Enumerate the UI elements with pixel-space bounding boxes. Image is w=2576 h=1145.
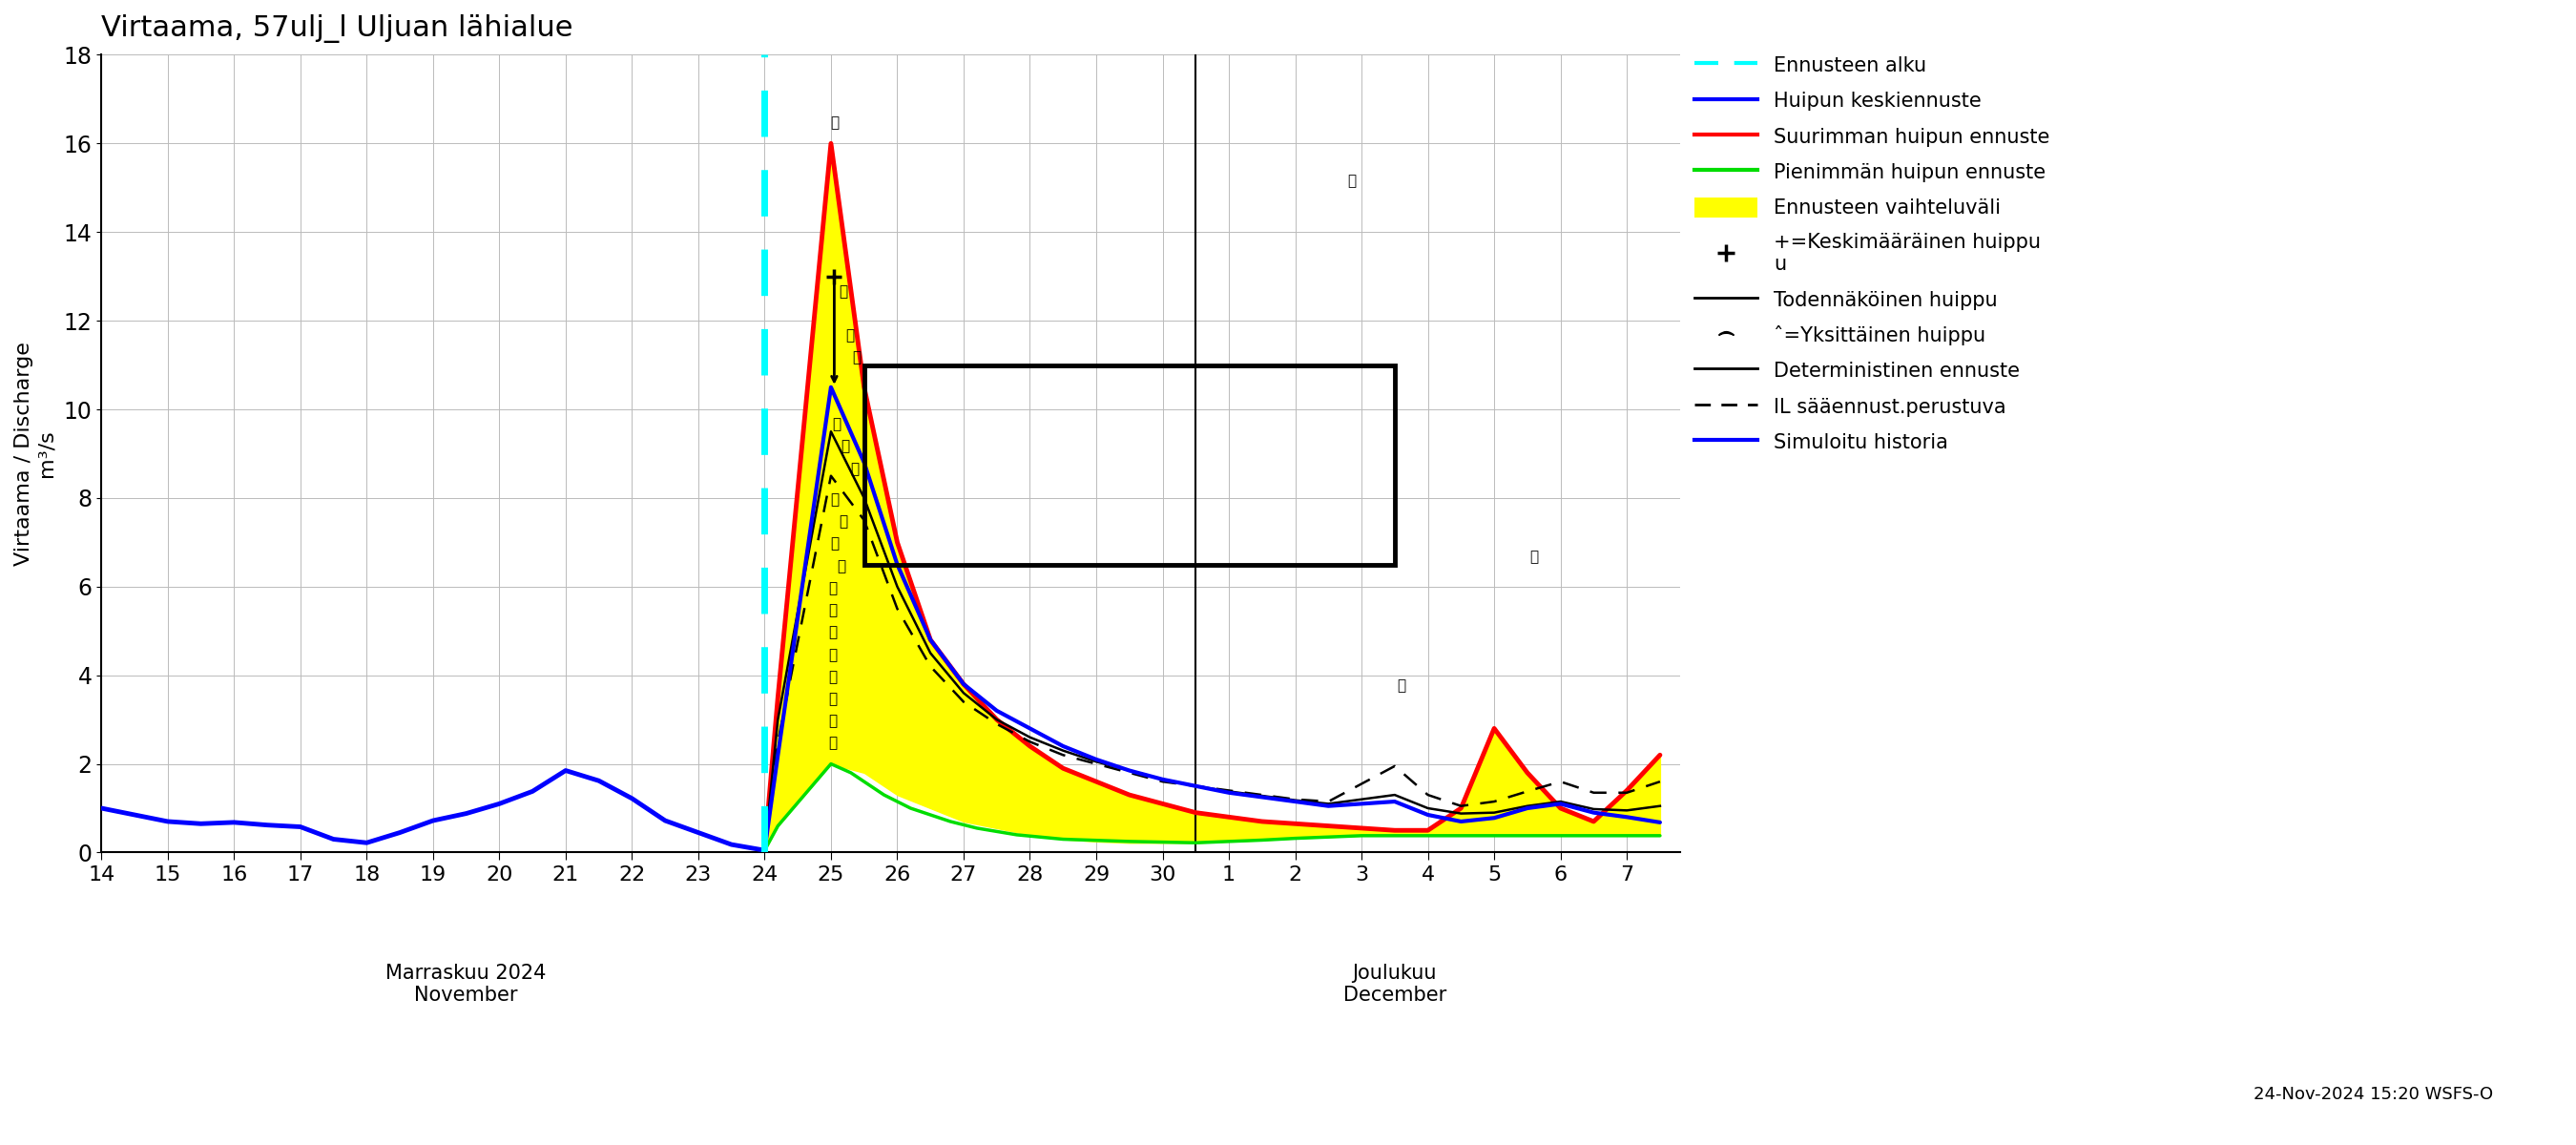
Text: ⌣: ⌣ — [842, 440, 850, 453]
Legend: Ennusteen alku, Huipun keskiennuste, Suurimman huipun ennuste, Pienimmän huipun : Ennusteen alku, Huipun keskiennuste, Suu… — [1687, 47, 2058, 460]
Bar — [863, 365, 1394, 564]
Text: 24-Nov-2024 15:20 WSFS-O: 24-Nov-2024 15:20 WSFS-O — [2254, 1085, 2494, 1103]
Text: Marraskuu 2024
November: Marraskuu 2024 November — [386, 963, 546, 1004]
Text: ⌣: ⌣ — [850, 461, 860, 476]
Text: ⌣: ⌣ — [829, 537, 840, 551]
Text: ⌣: ⌣ — [832, 417, 840, 432]
Text: ⌣: ⌣ — [827, 692, 837, 706]
Y-axis label: Virtaama / Discharge
m³/s: Virtaama / Discharge m³/s — [15, 341, 57, 566]
Text: ⌣: ⌣ — [840, 284, 848, 299]
Text: ⌣: ⌣ — [827, 603, 837, 617]
Text: ⌣: ⌣ — [1530, 550, 1538, 564]
Text: ⌣: ⌣ — [845, 329, 853, 342]
Text: Virtaama, 57ulj_l Uljuan lähialue: Virtaama, 57ulj_l Uljuan lähialue — [100, 14, 574, 42]
Text: ⌣: ⌣ — [829, 492, 840, 507]
Text: ⌣: ⌣ — [1347, 173, 1355, 188]
Text: Joulukuu
December: Joulukuu December — [1342, 963, 1445, 1004]
Text: ⌣: ⌣ — [827, 670, 837, 684]
Text: ⌣: ⌣ — [829, 116, 840, 131]
Text: ⌣: ⌣ — [827, 582, 837, 595]
Text: ⌣: ⌣ — [827, 625, 837, 640]
Text: ⌣: ⌣ — [827, 714, 837, 728]
Text: ⌣: ⌣ — [853, 350, 860, 365]
Text: ⌣: ⌣ — [827, 648, 837, 662]
Text: ⌣: ⌣ — [1396, 679, 1406, 693]
Text: ⌣: ⌣ — [837, 559, 845, 574]
Text: ⌣: ⌣ — [840, 515, 848, 529]
Text: ⌣: ⌣ — [827, 736, 837, 751]
